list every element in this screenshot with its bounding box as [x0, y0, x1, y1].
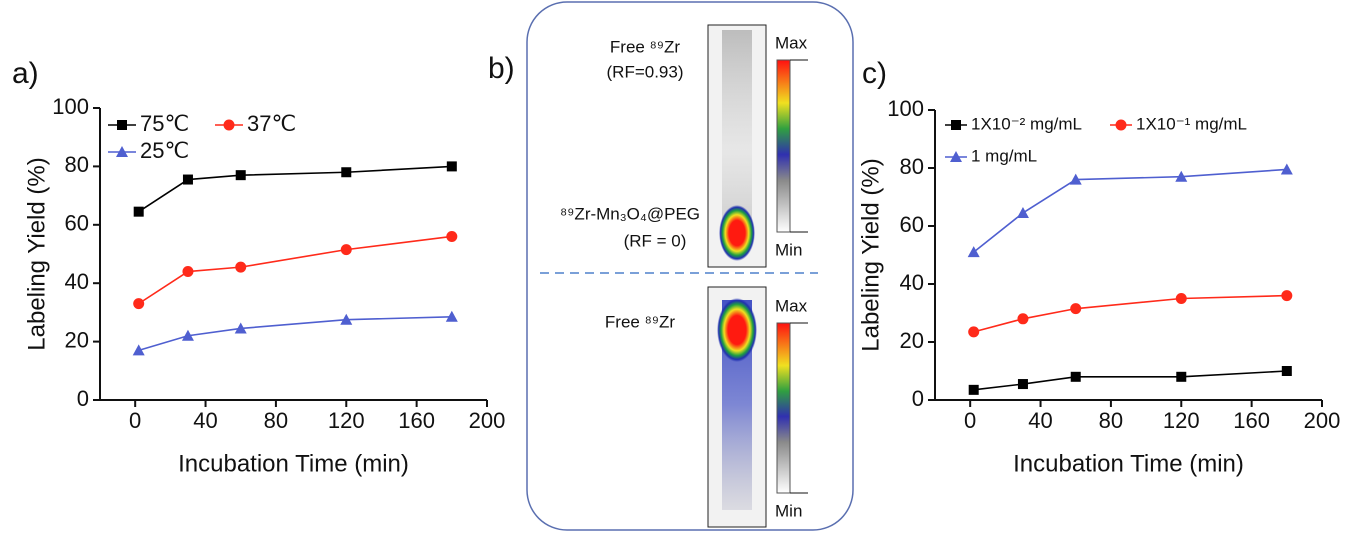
x-tick-label: 200 — [1304, 408, 1341, 433]
panel-frame — [527, 2, 853, 530]
x-tick-label: 120 — [328, 408, 365, 433]
tlc-spot — [719, 205, 755, 261]
legend-label: 37℃ — [247, 111, 296, 136]
series-line — [974, 296, 1287, 332]
y-tick-label: 20 — [900, 328, 924, 353]
series-line — [974, 169, 1287, 252]
legend-marker — [117, 120, 127, 130]
figure: b) Free ⁸⁹Zr (RF=0.93) ⁸⁹Zr-Mn₃O₄@PEG (R… — [0, 0, 1355, 533]
marker — [1281, 290, 1292, 301]
marker — [1017, 313, 1028, 324]
marker — [134, 207, 144, 217]
marker — [341, 167, 351, 177]
y-tick-label: 40 — [65, 269, 89, 294]
marker — [341, 244, 352, 255]
x-tick-label: 80 — [264, 408, 288, 433]
marker — [1176, 372, 1186, 382]
x-tick-label: 160 — [1233, 408, 1270, 433]
y-tick-label: 40 — [900, 270, 924, 295]
marker — [1282, 366, 1292, 376]
color-bar-label: Max — [775, 296, 808, 315]
y-tick-label: 100 — [52, 94, 89, 119]
x-tick-label: 40 — [1028, 408, 1052, 433]
color-bar — [777, 323, 790, 493]
image-label: (RF = 0) — [624, 231, 687, 250]
marker — [446, 231, 457, 242]
x-tick-label: 120 — [1163, 408, 1200, 433]
y-axis-label: Labeling Yield (%) — [23, 157, 50, 350]
y-tick-label: 60 — [900, 212, 924, 237]
legend-marker — [951, 120, 961, 130]
panel-label: b) — [488, 52, 515, 85]
image-label: (RF=0.93) — [607, 62, 684, 81]
x-axis-label: Incubation Time (min) — [178, 450, 409, 477]
legend-label: 25℃ — [140, 138, 189, 163]
marker — [133, 298, 144, 309]
legend-marker — [224, 120, 235, 131]
series-line — [139, 317, 452, 351]
color-bar-label: Min — [775, 501, 802, 520]
x-tick-label: 0 — [129, 408, 141, 433]
legend-label: 1X10⁻¹ mg/mL — [1136, 114, 1247, 133]
y-tick-label: 0 — [912, 386, 924, 411]
y-tick-label: 80 — [65, 152, 89, 177]
legend-marker — [1116, 120, 1127, 131]
color-bar-label: Max — [775, 33, 808, 52]
x-tick-label: 0 — [964, 408, 976, 433]
y-tick-label: 20 — [65, 327, 89, 352]
marker — [183, 175, 193, 185]
tlc-spot — [717, 298, 757, 362]
image-label: Free ⁸⁹Zr — [605, 312, 676, 331]
series-line — [139, 166, 452, 211]
marker — [182, 266, 193, 277]
panel-label: c) — [862, 57, 887, 90]
legend-label: 75℃ — [140, 111, 189, 136]
image-label: ⁸⁹Zr-Mn₃O₄@PEG — [560, 204, 700, 223]
marker — [1176, 293, 1187, 304]
marker — [235, 262, 246, 273]
x-tick-label: 40 — [193, 408, 217, 433]
marker — [236, 170, 246, 180]
color-bar — [777, 60, 790, 232]
legend-label: 1 mg/mL — [971, 146, 1037, 165]
y-tick-label: 0 — [77, 386, 89, 411]
marker — [1071, 372, 1081, 382]
marker — [968, 326, 979, 337]
x-tick-label: 80 — [1099, 408, 1123, 433]
legend-label: 1X10⁻² mg/mL — [971, 114, 1082, 133]
marker — [969, 385, 979, 395]
x-tick-label: 160 — [398, 408, 435, 433]
marker — [1070, 303, 1081, 314]
y-tick-label: 80 — [900, 154, 924, 179]
x-axis-label: Incubation Time (min) — [1013, 450, 1244, 477]
marker — [1018, 379, 1028, 389]
image-label: Free ⁸⁹Zr — [610, 37, 681, 56]
color-bar-label: Min — [775, 240, 802, 259]
y-tick-label: 60 — [65, 211, 89, 236]
marker — [447, 161, 457, 171]
panel-b: b) Free ⁸⁹Zr (RF=0.93) ⁸⁹Zr-Mn₃O₄@PEG (R… — [488, 2, 853, 530]
y-axis-label: Labeling Yield (%) — [857, 158, 884, 351]
marker — [1017, 207, 1029, 218]
x-tick-label: 200 — [469, 408, 506, 433]
y-tick-label: 100 — [887, 96, 924, 121]
panel-label: a) — [12, 57, 39, 90]
tlc-trace — [722, 30, 752, 230]
